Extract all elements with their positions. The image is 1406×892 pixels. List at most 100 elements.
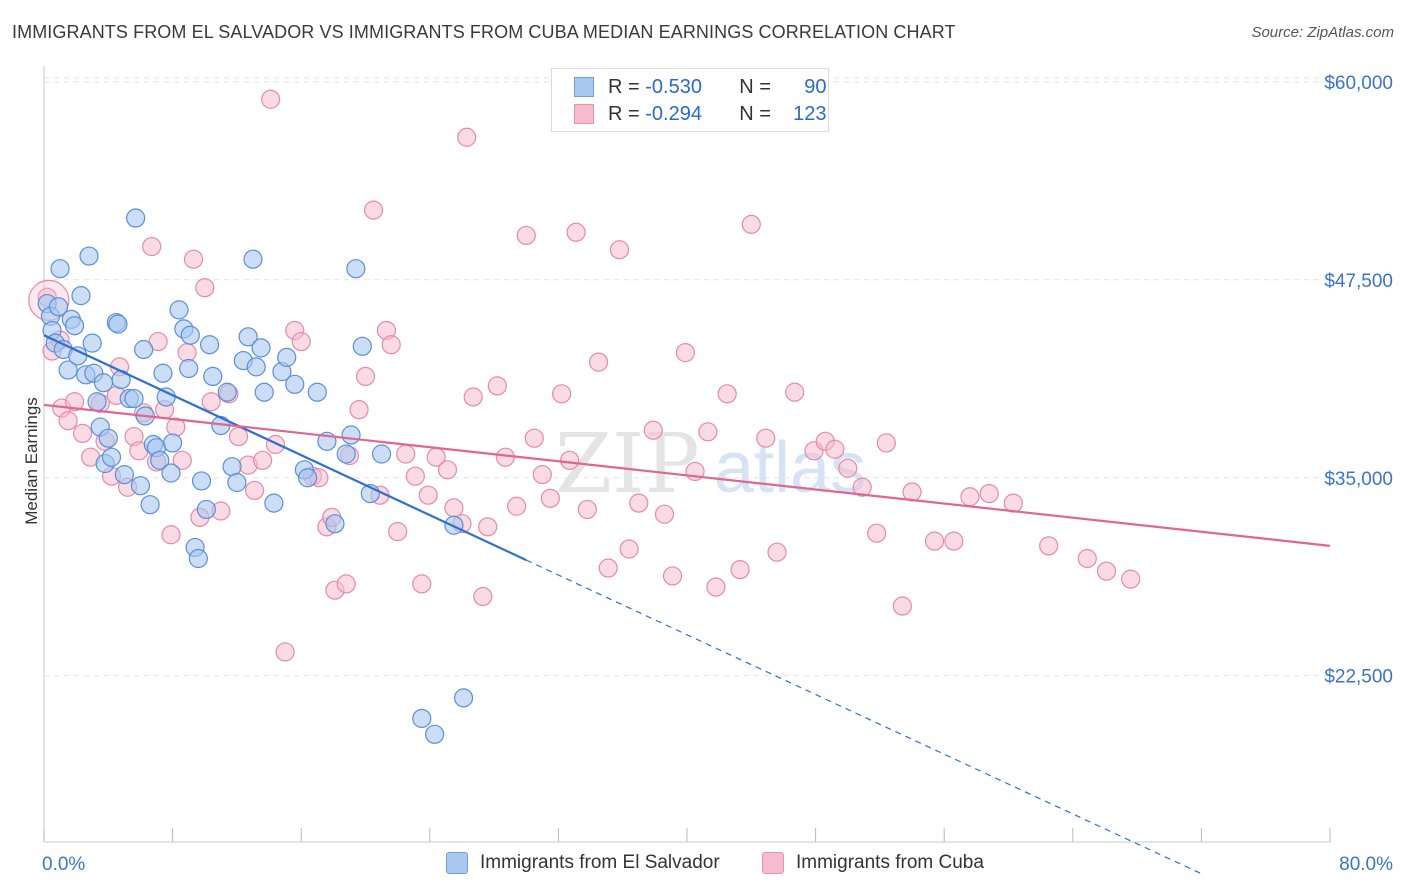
point-cuba (349, 400, 369, 420)
point-cuba (336, 574, 356, 594)
legend-n-label: N = (739, 75, 771, 98)
point-cuba (473, 586, 493, 607)
point-el-salvador (251, 338, 271, 358)
point-cuba (629, 493, 649, 513)
point-el-salvador (196, 499, 216, 520)
point-cuba (588, 352, 609, 372)
point-el-salvador (254, 382, 274, 402)
point-cuba (195, 278, 215, 298)
legend-r-label: R = (608, 102, 640, 125)
axes (43, 66, 1331, 843)
bottom-legend-label-cuba: Immigrants from Cuba (796, 852, 984, 873)
point-el-salvador (153, 363, 173, 383)
point-cuba (662, 566, 683, 586)
point-cuba (244, 480, 265, 501)
y-tick-label: $47,500 (1324, 271, 1393, 292)
point-cuba (1039, 536, 1059, 556)
point-el-salvador (64, 316, 85, 336)
point-el-salvador (71, 286, 91, 306)
point-cuba (566, 222, 586, 242)
point-cuba (867, 523, 887, 543)
point-el-salvador (161, 463, 181, 483)
chart-title: IMMIGRANTS FROM EL SALVADOR VS IMMIGRANT… (12, 22, 956, 42)
point-cuba (172, 450, 192, 470)
point-el-salvador (246, 357, 266, 377)
legend-box: R = -0.530 N = 90 R = -0.294 N = 123 (551, 68, 829, 132)
point-cuba (892, 596, 913, 616)
point-cuba (291, 331, 311, 352)
point-cuba (201, 392, 221, 412)
point-el-salvador (341, 425, 361, 445)
point-cuba (275, 642, 295, 662)
point-cuba (355, 366, 376, 386)
point-cuba (507, 496, 527, 516)
point-cuba (838, 458, 858, 478)
legend-swatch-el-salvador (574, 77, 594, 97)
x-tick-label-min: 0.0% (42, 854, 85, 875)
point-el-salvador (243, 249, 263, 269)
x-tick-label-max: 80.0% (1339, 854, 1393, 875)
point-cuba (767, 542, 787, 562)
point-el-salvador (453, 688, 474, 708)
point-el-salvador (203, 366, 223, 386)
y-tick-labels: $22,500 $35,000 $47,500 $60,000 (1324, 73, 1393, 688)
bottom-legend-label-el-salvador: Immigrants from El Salvador (480, 852, 720, 873)
point-cuba (675, 343, 695, 363)
point-cuba (363, 200, 384, 220)
bottom-legend-el-salvador[interactable]: Immigrants from El Salvador (446, 852, 720, 874)
point-el-salvador (238, 327, 258, 347)
point-cuba (825, 439, 845, 459)
y-tick-label: $35,000 (1324, 469, 1393, 490)
point-el-salvador (346, 259, 366, 279)
point-el-salvador (180, 325, 200, 345)
bottom-legend-swatch-cuba (762, 852, 784, 874)
bottom-legend-cuba[interactable]: Immigrants from Cuba (762, 852, 984, 874)
point-cuba (261, 89, 281, 109)
y-tick-label: $22,500 (1324, 667, 1393, 688)
point-cuba (979, 483, 999, 504)
point-cuba (924, 531, 945, 551)
point-el-salvador (130, 476, 151, 496)
trend-line-cuba (43, 403, 1331, 547)
point-el-salvador (169, 300, 189, 320)
point-cuba (532, 464, 552, 485)
point-cuba (58, 411, 78, 431)
point-cuba (72, 423, 93, 444)
point-cuba (654, 504, 675, 524)
point-cuba (405, 466, 425, 486)
point-cuba (253, 450, 273, 470)
point-el-salvador (79, 246, 99, 266)
bottom-legend-swatch-el-salvador (446, 852, 468, 874)
point-cuba (698, 422, 718, 442)
point-cuba (265, 434, 286, 455)
point-el-salvador (140, 495, 160, 515)
trend-line-el-salvador-extension (525, 559, 1202, 875)
point-cuba (487, 376, 507, 396)
point-el-salvador (108, 314, 128, 334)
point-el-salvador (93, 373, 114, 393)
x-tick-labels: 0.0% 80.0% (42, 854, 1393, 875)
point-el-salvador (425, 724, 445, 744)
bottom-legend: Immigrants from El Salvador Immigrants f… (0, 852, 1406, 878)
point-cuba (148, 331, 168, 352)
point-el-salvador (150, 450, 170, 470)
point-cuba (478, 517, 498, 537)
point-cuba (741, 214, 761, 234)
point-el-salvador (336, 444, 356, 464)
point-cuba (960, 487, 980, 507)
point-el-salvador (82, 333, 102, 353)
point-cuba (396, 444, 416, 464)
legend-n-label: N = (739, 102, 771, 125)
series-el-salvador-points (37, 208, 474, 744)
point-el-salvador (264, 493, 284, 513)
point-cuba (609, 240, 630, 260)
point-cuba (463, 387, 483, 407)
y-axis-label: Median Earnings (22, 397, 41, 525)
point-cuba (560, 450, 580, 470)
point-cuba (457, 127, 477, 147)
point-cuba (577, 499, 597, 520)
trend-line-el-salvador (43, 334, 527, 562)
legend-row-cuba: R = -0.294 N = 123 (574, 102, 827, 126)
point-cuba (540, 488, 560, 508)
point-cuba (1121, 569, 1141, 589)
